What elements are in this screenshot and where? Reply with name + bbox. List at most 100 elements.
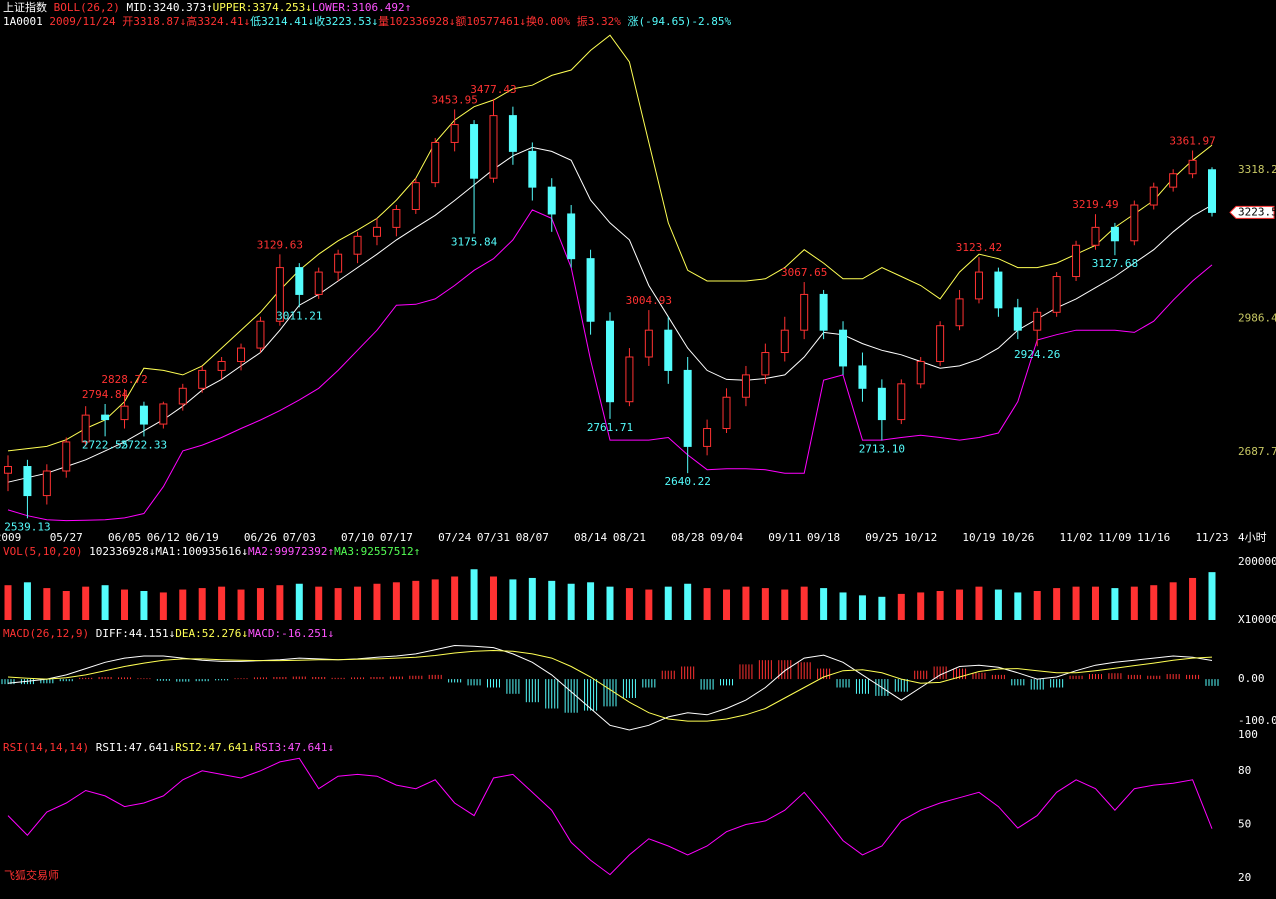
candle-body [178,387,187,405]
candle-body [994,271,1003,309]
y-tick-label: 100 [1238,728,1258,741]
extreme-label: 2828.72 [101,373,147,386]
candle-body [974,271,983,300]
legend-item: BOLL(26,2) [47,1,126,14]
legend-item: MID:3240.373↑ [126,1,212,14]
candle-body [1013,307,1022,331]
candle-body [23,466,32,497]
x-tick-label: 09/11 [768,531,801,544]
candle-body [42,470,51,497]
x-tick-label: 06/12 [147,531,180,544]
legend-item: MA3:92557512↑ [334,545,420,558]
boll-line [7,209,1213,522]
candle-body [237,347,246,362]
candle-body [120,405,129,421]
x-tick-label: 07/03 [283,531,316,544]
legend-item: RSI1:47.641↓ [96,741,175,754]
legend-item: 上证指数 [3,0,47,14]
candle-body [256,320,265,349]
extreme-label: 3004.93 [626,294,672,307]
volume-bar [975,586,983,620]
candle-body [353,235,362,255]
volume-bar [354,586,362,620]
volume-bar [412,580,420,620]
volume-bar [917,592,925,620]
volume-bar [392,582,400,620]
legend-row: VOL(5,10,20) 102336928↓MA1:100935616↓MA2… [3,545,420,558]
legend-item: VOL(5,10,20) [3,545,89,558]
candle-body [606,320,614,403]
legend-row: 上证指数 BOLL(26,2) MID:3240.373↑UPPER:3374.… [3,0,411,14]
candle-body [1208,169,1216,213]
macd-line [7,649,1213,722]
volume-bar [373,583,381,620]
candle-body [392,208,401,228]
volume-bar [1111,588,1119,620]
x-tick-label: 09/25 [865,531,898,544]
x-tick-label: 06/26 [244,531,277,544]
extreme-label: 2761.71 [587,421,633,434]
extreme-label: 2794.84 [82,388,129,401]
volume-bar [897,593,905,620]
legend-item: 102336928↓ [89,545,155,558]
volume-bar [587,582,595,620]
x-tick-label: 08/07 [516,531,549,544]
extreme-label: 3123.42 [956,241,1002,254]
x-tick-label: 07/24 [438,531,471,544]
candle-body [1110,226,1119,242]
volume-bar [101,585,109,620]
volume-bar [140,591,148,620]
extreme-label: 3067.65 [781,266,827,279]
legend-item: RSI3:47.641↓ [255,741,334,754]
volume-bar [451,576,459,620]
candle-body [275,267,284,322]
volume-bar [334,588,342,620]
candle-body [1091,226,1100,246]
extreme-label: 2722.55 [82,438,128,451]
x-tick-label: 07/17 [380,531,413,544]
x-tick-label: 06/05 [108,531,141,544]
extreme-label: 3361.97 [1169,134,1215,147]
candle-body [217,360,226,371]
volume-bar [1208,572,1216,620]
extreme-label: 3477.43 [470,83,516,96]
candle-body [334,253,343,273]
candle-body [877,387,886,421]
volume-bar [198,588,206,620]
x-tick-label: 11/16 [1137,531,1170,544]
legend-item: MA2:99972392↑ [248,545,334,558]
volume-bar [43,588,51,620]
candle-body [1188,159,1197,175]
volume-bar [761,588,769,620]
volume-bar [23,582,31,620]
y-tick-label: 2986.4 [1238,311,1276,324]
legend-item: 1A0001 [3,15,49,28]
candle-body [1033,311,1042,331]
volume-bar [159,592,167,620]
last-price-label: 3223.5 [1238,205,1276,218]
y-tick-label: 2687.7 [1238,445,1276,458]
extreme-label: 2924.26 [1014,348,1060,361]
volume-bar [528,577,536,620]
volume-bar [956,589,964,620]
extreme-label: 2713.10 [859,443,905,456]
extreme-label: 2539.13 [4,520,50,533]
volume-bar [470,569,478,620]
candle-body [508,115,517,152]
candle-body [547,186,556,215]
volume-bar [820,588,828,620]
candle-body [761,352,770,376]
volume-bar [1169,582,1177,620]
volume-bar [1189,577,1197,620]
y-tick-label: 3318.2 [1238,163,1276,176]
volume-bar [1072,586,1080,620]
legend-item: RSI(14,14,14) [3,741,96,754]
y-tick-label: 50 [1238,818,1251,831]
volume-bar [781,589,789,620]
volume-bar [256,588,264,620]
candle-body [431,141,440,184]
x-tick-label: 2009 [0,531,21,544]
legend-row: MACD(26,12,9) DIFF:44.151↓DEA:52.276↓MAC… [3,627,334,640]
volume-bar [62,591,70,620]
candle-body [489,115,498,179]
